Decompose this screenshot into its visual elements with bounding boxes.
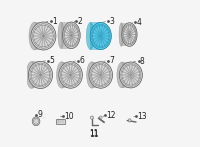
- Polygon shape: [32, 61, 40, 88]
- Ellipse shape: [39, 74, 42, 76]
- Ellipse shape: [119, 23, 124, 46]
- Polygon shape: [61, 22, 71, 49]
- Ellipse shape: [58, 22, 64, 49]
- Ellipse shape: [130, 74, 132, 76]
- Ellipse shape: [63, 22, 80, 49]
- Ellipse shape: [70, 74, 71, 76]
- Ellipse shape: [26, 61, 37, 88]
- Polygon shape: [92, 62, 101, 88]
- Text: 9: 9: [38, 110, 43, 119]
- Ellipse shape: [130, 74, 131, 76]
- Ellipse shape: [99, 74, 102, 76]
- Ellipse shape: [40, 74, 41, 76]
- Ellipse shape: [29, 22, 40, 50]
- Ellipse shape: [89, 62, 112, 88]
- Text: 11: 11: [89, 129, 98, 138]
- Ellipse shape: [86, 22, 95, 50]
- Ellipse shape: [32, 117, 40, 126]
- Ellipse shape: [59, 62, 82, 88]
- Text: 11: 11: [89, 130, 98, 139]
- Polygon shape: [122, 62, 131, 88]
- Ellipse shape: [128, 119, 131, 122]
- Ellipse shape: [71, 35, 72, 36]
- Polygon shape: [90, 22, 101, 50]
- Polygon shape: [62, 62, 71, 88]
- Polygon shape: [121, 23, 129, 46]
- Ellipse shape: [122, 23, 137, 46]
- Ellipse shape: [90, 22, 111, 50]
- Ellipse shape: [100, 35, 102, 37]
- Ellipse shape: [119, 62, 142, 88]
- Text: 10: 10: [64, 112, 74, 121]
- Ellipse shape: [31, 22, 56, 50]
- Ellipse shape: [100, 35, 101, 37]
- Ellipse shape: [87, 62, 97, 88]
- Text: 12: 12: [107, 111, 116, 120]
- Text: 7: 7: [110, 56, 114, 65]
- Ellipse shape: [56, 62, 67, 88]
- Text: 13: 13: [137, 112, 147, 121]
- Text: 5: 5: [50, 56, 55, 65]
- Bar: [56, 119, 65, 124]
- Ellipse shape: [28, 61, 53, 88]
- Ellipse shape: [129, 33, 130, 36]
- Text: 6: 6: [80, 56, 85, 65]
- Text: 3: 3: [110, 17, 114, 26]
- Ellipse shape: [117, 62, 127, 88]
- Ellipse shape: [43, 35, 44, 37]
- Polygon shape: [35, 22, 43, 50]
- Ellipse shape: [42, 35, 45, 37]
- Ellipse shape: [70, 34, 72, 37]
- Ellipse shape: [129, 34, 130, 35]
- Ellipse shape: [99, 116, 102, 118]
- Text: 4: 4: [137, 17, 142, 27]
- Text: 8: 8: [140, 56, 145, 66]
- Text: 1: 1: [52, 17, 57, 26]
- Ellipse shape: [69, 74, 72, 76]
- Ellipse shape: [90, 116, 94, 119]
- Text: 2: 2: [78, 17, 83, 26]
- Ellipse shape: [100, 74, 101, 76]
